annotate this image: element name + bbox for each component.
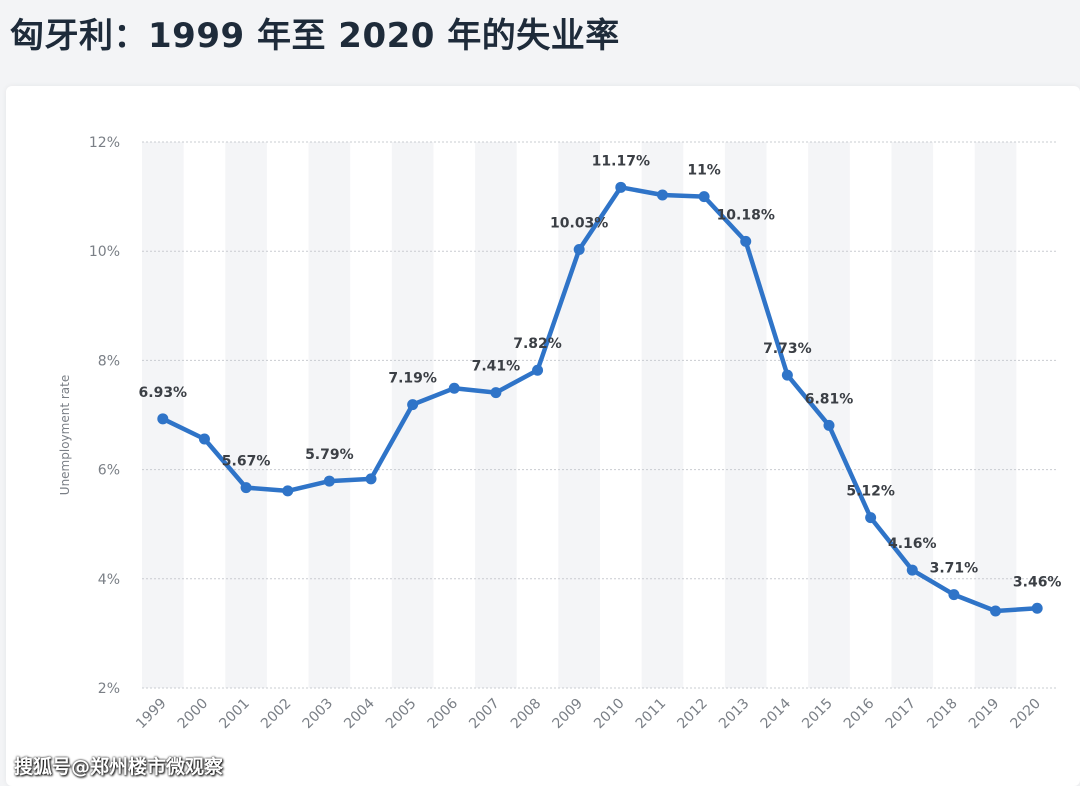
- column-band: [724, 142, 767, 688]
- data-point: [365, 473, 377, 485]
- x-tick-label: 2012: [674, 696, 711, 733]
- data-point: [532, 364, 544, 376]
- column-band: [641, 142, 684, 688]
- x-tick-label: 2018: [924, 696, 961, 733]
- data-point: [698, 191, 710, 203]
- x-tick-label: 2007: [466, 696, 503, 733]
- x-tick-label: 2006: [425, 695, 462, 732]
- y-axis-label: Unemployment rate: [58, 375, 72, 495]
- data-label: 7.41%: [472, 359, 521, 375]
- x-tick-label: 2003: [300, 696, 337, 733]
- data-point: [490, 387, 502, 399]
- data-point: [157, 413, 169, 425]
- data-point: [740, 235, 752, 247]
- column-band: [475, 142, 517, 688]
- x-tick-label: 2004: [341, 695, 378, 732]
- data-point: [323, 475, 335, 487]
- y-tick-label: 10%: [89, 244, 120, 260]
- data-point: [615, 181, 627, 193]
- data-label: 4.16%: [888, 536, 937, 552]
- data-point: [990, 605, 1002, 617]
- data-point: [573, 244, 585, 256]
- column-band: [225, 142, 267, 688]
- column-band: [808, 142, 850, 688]
- data-point: [948, 589, 960, 601]
- data-point: [198, 433, 210, 445]
- y-tick-label: 4%: [98, 572, 120, 588]
- y-tick-label: 2%: [98, 681, 120, 697]
- x-tick-label: 2002: [258, 696, 295, 733]
- x-tick-label: 2011: [633, 696, 670, 733]
- data-point: [906, 564, 918, 576]
- data-point: [1031, 602, 1043, 614]
- data-point: [656, 189, 668, 201]
- column-band: [974, 142, 1017, 688]
- data-point: [240, 482, 252, 494]
- column-band: [558, 142, 600, 688]
- data-label: 7.82%: [513, 336, 562, 352]
- column-band: [391, 142, 434, 688]
- x-tick-label: 2016: [841, 695, 878, 732]
- x-tick-label: 2001: [216, 696, 253, 733]
- data-label: 11.17%: [592, 153, 650, 169]
- data-label: 7.73%: [763, 341, 812, 357]
- x-tick-label: 2000: [175, 696, 212, 733]
- data-label: 3.46%: [1013, 574, 1062, 590]
- x-tick-label: 2009: [549, 696, 586, 733]
- x-tick-label: 2015: [799, 696, 836, 733]
- x-tick-label: 1999: [133, 696, 170, 733]
- chart-card: 2% 4% 6% 8% 10% 12% Unemployment rate 1999 2000 2…: [6, 86, 1080, 786]
- data-label: 7.19%: [388, 371, 437, 387]
- data-point: [865, 512, 877, 524]
- column-band: [308, 142, 351, 688]
- data-label: 11%: [687, 163, 721, 179]
- page-title: 匈牙利：1999 年至 2020 年的失业率: [10, 16, 620, 56]
- data-label: 5.79%: [305, 447, 354, 463]
- x-tick-label: 2017: [883, 696, 920, 733]
- x-tick-label: 2005: [383, 696, 420, 733]
- data-label: 3.71%: [930, 561, 979, 577]
- data-label: 6.93%: [139, 385, 188, 401]
- x-tick-label: 2010: [591, 696, 628, 733]
- data-label: 5.67%: [222, 454, 271, 470]
- x-tick-label: 2014: [758, 695, 795, 732]
- x-tick-label: 2008: [508, 696, 545, 733]
- data-point: [781, 369, 793, 381]
- x-tick-label: 2020: [1007, 696, 1044, 733]
- data-label: 5.12%: [846, 484, 895, 500]
- column-band: [891, 142, 934, 688]
- data-point: [448, 382, 460, 394]
- data-point: [282, 485, 294, 497]
- data-label: 10.18%: [717, 207, 775, 223]
- series-line: [160, 185, 1040, 614]
- y-tick-label: 6%: [98, 463, 120, 479]
- data-point: [823, 419, 835, 431]
- y-tick-label: 8%: [98, 353, 120, 369]
- watermark-text: 搜狐号@郑州楼市微观察: [14, 756, 224, 778]
- x-tick-label: 2019: [966, 696, 1003, 733]
- y-tick-label: 12%: [89, 135, 120, 151]
- x-tick-label: 2013: [716, 696, 753, 733]
- data-label: 6.81%: [805, 391, 854, 407]
- data-point: [407, 399, 419, 411]
- data-label: 10.03%: [550, 216, 608, 232]
